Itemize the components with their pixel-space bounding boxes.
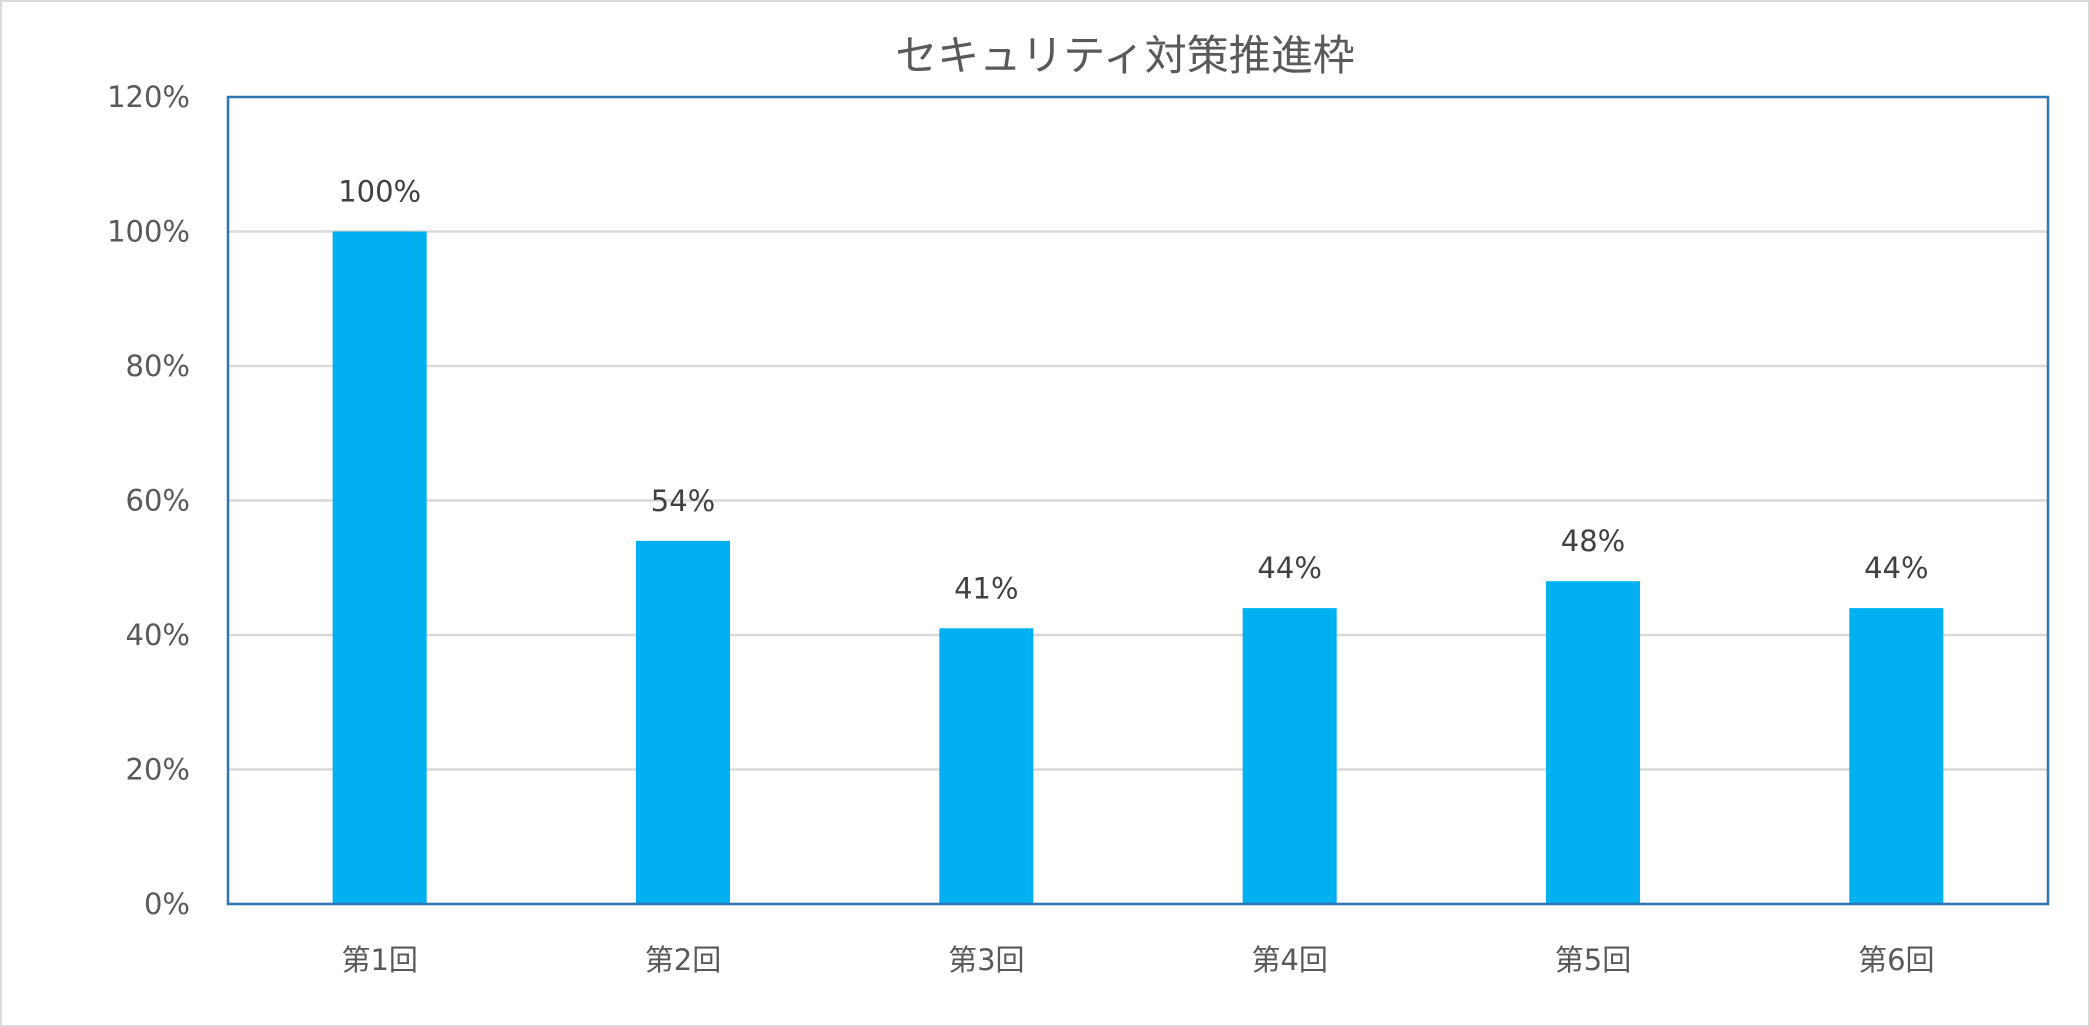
data-label: 41% — [954, 571, 1018, 605]
plot-area-border — [226, 95, 2050, 906]
data-label: 44% — [1864, 551, 1928, 585]
bars — [332, 231, 1944, 904]
x-tick-label: 第4回 — [1251, 943, 1327, 977]
chart-title: セキュリティ対策推進枠 — [895, 31, 1354, 80]
x-tick-label: 第3回 — [948, 943, 1024, 977]
data-labels: 100% 54% 41% 44% 48% 44% — [338, 175, 1928, 606]
bar — [332, 231, 427, 904]
data-label: 48% — [1561, 524, 1625, 558]
y-tick-label: 20% — [126, 753, 190, 787]
data-label: 54% — [651, 484, 715, 518]
y-axis: 0% 20% 40% 60% 80% 100% 120% — [107, 80, 190, 921]
gridlines — [228, 230, 2048, 906]
x-tick-label: 第6回 — [1858, 943, 1934, 977]
bar — [1545, 581, 1641, 904]
x-tick-label: 第2回 — [645, 943, 721, 977]
bar — [635, 540, 731, 904]
x-tick-label: 第5回 — [1555, 943, 1631, 977]
y-tick-label: 40% — [126, 618, 190, 652]
y-tick-label: 60% — [126, 484, 190, 518]
y-tick-label: 100% — [107, 215, 190, 249]
bar — [1849, 608, 1944, 904]
y-tick-label: 80% — [126, 349, 190, 383]
x-tick-label: 第1回 — [341, 943, 417, 977]
bar — [1242, 608, 1337, 904]
data-label: 44% — [1257, 551, 1321, 585]
y-tick-label: 120% — [107, 80, 190, 114]
x-axis: 第1回 第2回 第3回 第4回 第5回 第6回 — [341, 943, 1934, 977]
bar — [939, 628, 1034, 904]
data-label: 100% — [338, 175, 421, 209]
y-tick-label: 0% — [144, 887, 190, 921]
